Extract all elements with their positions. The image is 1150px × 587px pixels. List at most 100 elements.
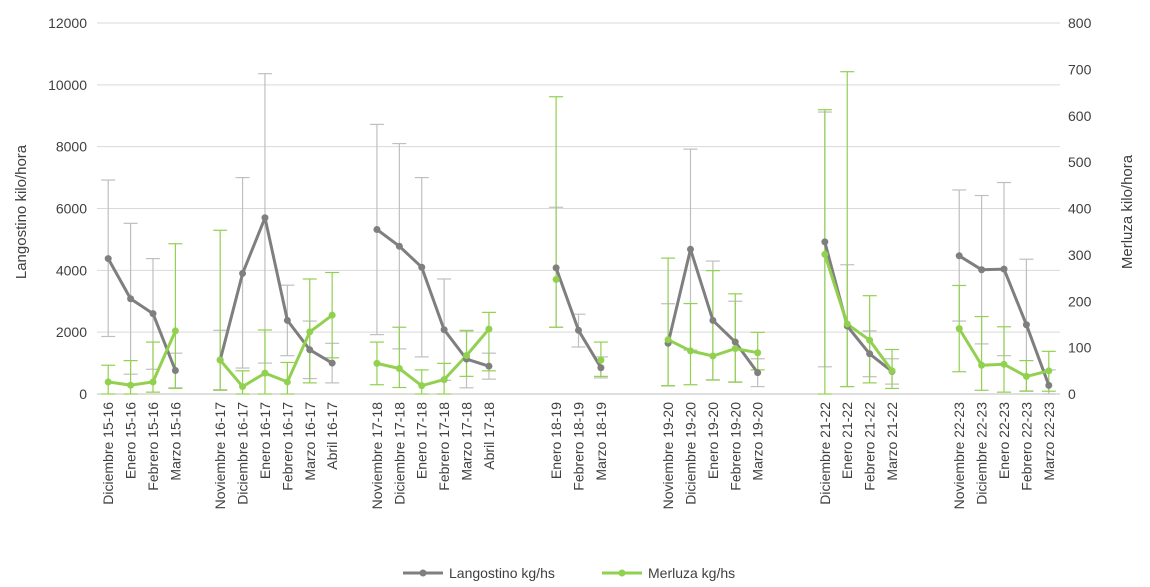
x-tick-label: Noviembre 19-20 (660, 402, 676, 510)
x-tick-label: Febrero 18-19 (571, 402, 587, 491)
y-right-tick-label: 600 (1068, 108, 1092, 124)
data-point-merluza (552, 275, 560, 283)
data-point-langostino (440, 326, 448, 334)
data-point-merluza (1045, 367, 1053, 375)
x-tick-label: Abril 16-17 (324, 402, 340, 470)
gridlines (97, 22, 1060, 395)
y-left-tick-label: 8000 (56, 139, 87, 155)
x-tick-label: Febrero 19-20 (727, 402, 743, 491)
data-point-langostino (283, 316, 291, 324)
x-tick-label: Marzo 17-18 (459, 402, 475, 481)
legend-marker-merluza (618, 569, 626, 577)
x-tick-label: Diciembre 21-22 (817, 402, 833, 505)
data-point-langostino (754, 369, 762, 377)
data-point-langostino (597, 364, 605, 372)
x-tick-label: Noviembre 17-18 (369, 402, 385, 510)
data-point-langostino (731, 338, 739, 346)
x-tick-label: Noviembre 22-23 (951, 402, 967, 510)
data-point-merluza (149, 378, 157, 386)
data-point-langostino (709, 316, 717, 324)
data-point-merluza (171, 327, 179, 335)
y-axis-left-title: Langostino kilo/hora (13, 144, 30, 279)
data-point-merluza (754, 349, 762, 357)
data-point-merluza (955, 325, 963, 333)
data-point-langostino (552, 264, 560, 272)
x-tick-label: Diciembre 22-23 (974, 402, 990, 505)
y-left-tick-label: 12000 (48, 15, 87, 31)
y-left-tick-label: 2000 (56, 324, 87, 340)
x-tick-label: Enero 16-17 (257, 402, 273, 479)
data-point-merluza (1022, 372, 1030, 380)
y-right-tick-label: 100 (1068, 340, 1092, 356)
x-tick-label: Febrero 22-23 (1018, 402, 1034, 491)
x-tick-label: Noviembre 16-17 (212, 402, 228, 510)
x-tick-label: Febrero 16-17 (279, 402, 295, 491)
data-point-merluza (395, 364, 403, 372)
y-left-tick-label: 10000 (48, 77, 87, 93)
x-tick-label: Marzo 18-19 (593, 402, 609, 481)
x-tick-label: Marzo 22-23 (1041, 402, 1057, 481)
data-point-merluza (239, 383, 247, 391)
series-line-merluza (376, 328, 491, 388)
data-points (104, 214, 1053, 391)
y-axis-left: 0 2000 4000 6000 8000 10000 12000 (48, 15, 87, 402)
data-point-merluza (821, 250, 829, 258)
x-tick-label: Diciembre 15-16 (100, 402, 116, 505)
y-left-tick-label: 0 (79, 386, 87, 402)
x-tick-label: Diciembre 19-20 (682, 402, 698, 505)
data-point-merluza (866, 336, 874, 344)
data-point-langostino (866, 350, 874, 358)
data-point-langostino (1022, 321, 1030, 329)
data-point-langostino (328, 359, 336, 367)
data-point-merluza (731, 345, 739, 353)
y-right-tick-label: 400 (1068, 201, 1092, 217)
data-point-merluza (1000, 360, 1008, 368)
series-line-merluza (107, 330, 177, 387)
data-point-langostino (485, 362, 493, 370)
x-tick-label: Diciembre 17-18 (391, 402, 407, 505)
data-point-merluza (216, 356, 224, 364)
data-point-langostino (418, 263, 426, 271)
series-line-langostino (376, 228, 490, 368)
error-bars (101, 71, 1056, 395)
y-left-tick-label: 4000 (56, 262, 87, 278)
y-right-tick-label: 500 (1068, 154, 1092, 170)
data-point-merluza (328, 311, 336, 319)
legend: Langostino kg/hs Merluza kg/hs (403, 565, 735, 581)
series-line-merluza (823, 253, 894, 372)
x-tick-label: Enero 19-20 (705, 402, 721, 479)
data-point-langostino (239, 269, 247, 277)
data-point-langostino (306, 346, 314, 354)
legend-marker-langostino (419, 569, 427, 577)
x-tick-label: Febrero 21-22 (862, 402, 878, 491)
data-point-merluza (888, 367, 896, 375)
data-point-langostino (261, 214, 269, 222)
data-point-merluza (463, 352, 471, 360)
data-point-merluza (597, 356, 605, 364)
x-tick-label: Enero 18-19 (548, 402, 564, 479)
data-point-merluza (261, 369, 269, 377)
y-right-tick-label: 0 (1068, 386, 1076, 402)
data-point-langostino (955, 252, 963, 260)
x-tick-label: Enero 21-22 (839, 402, 855, 479)
data-point-langostino (978, 266, 986, 274)
data-point-merluza (283, 378, 291, 386)
data-point-merluza (485, 325, 493, 333)
data-point-merluza (664, 336, 672, 344)
data-point-langostino (373, 226, 381, 234)
data-point-merluza (709, 352, 717, 360)
data-point-merluza (843, 320, 851, 328)
series-line-merluza (219, 313, 334, 389)
x-tick-label: Marzo 16-17 (302, 402, 318, 481)
data-point-langostino (821, 238, 829, 246)
y-right-tick-label: 800 (1068, 15, 1092, 31)
data-point-langostino (395, 242, 403, 250)
x-tick-label: Marzo 19-20 (750, 402, 766, 481)
x-axis-labels: Diciembre 15-16 Enero 15-16 Febrero 15-16 M… (100, 402, 1057, 510)
x-tick-label: Enero 15-16 (123, 402, 139, 479)
data-point-merluza (306, 328, 314, 336)
data-point-merluza (127, 381, 135, 389)
series-line-langostino (218, 216, 333, 365)
x-tick-label: Enero 17-18 (414, 402, 430, 479)
